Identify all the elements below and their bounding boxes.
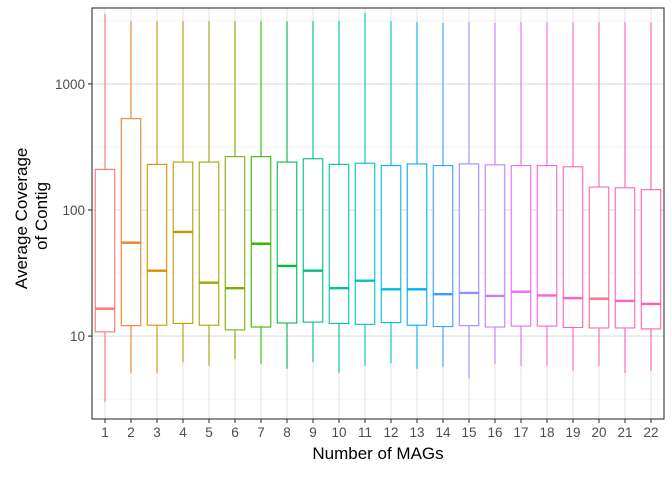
box-17 [510,21,532,366]
box-iqr [458,163,480,327]
box-10 [328,21,350,373]
y-tick-label: 100 [62,203,85,218]
box-20 [588,21,610,366]
box-iqr [380,165,402,324]
x-tick-label: 6 [231,425,239,440]
x-tick-label: 1 [101,425,109,440]
x-axis: 1 2 3 4 5 6 7 8 9 10 11 12 13 14 15 16 17 18 19 20 21 22 [101,419,659,440]
box-iqr [276,161,298,324]
x-axis-title: Number of MAGs [312,444,443,463]
box-iqr [588,186,610,329]
box-13 [406,21,428,369]
box-iqr [432,165,454,328]
x-tick-label: 7 [257,425,265,440]
x-tick-label: 16 [487,425,502,440]
box-iqr [302,158,324,323]
box-3 [146,21,168,373]
x-tick-label: 21 [617,425,632,440]
box-6 [224,21,246,359]
box-iqr [354,162,376,325]
y-axis-title-line-1: Average Coverage [12,148,31,289]
y-tick-label: 1000 [55,77,85,92]
box-18 [536,21,558,366]
box-12 [380,21,402,364]
box-11 [354,13,376,366]
x-tick-label: 8 [283,425,291,440]
panel-border [91,7,665,420]
x-tick-label: 5 [205,425,213,440]
x-tick-label: 17 [513,425,528,440]
box-iqr [146,163,168,326]
x-tick-label: 3 [153,425,161,440]
box-22 [640,21,662,371]
x-tick-label: 18 [539,425,554,440]
box-19 [562,21,584,371]
box-iqr [328,163,350,324]
box-16 [484,22,506,365]
box-iqr [120,118,142,327]
box-4 [172,21,194,363]
x-tick-label: 4 [179,425,187,440]
box-iqr [614,187,636,329]
y-axis-title: Average Coverage of Contig [12,143,51,289]
box-14 [432,22,454,367]
x-tick-label: 15 [461,425,476,440]
x-tick-label: 2 [127,425,135,440]
box-iqr [224,156,246,331]
y-axis: 10 100 1000 [55,77,92,344]
x-tick-label: 10 [331,425,346,440]
y-tick-label: 10 [70,329,85,344]
box-iqr [484,164,506,328]
box-iqr [172,161,194,324]
x-tick-label: 20 [591,425,606,440]
x-tick-label: 12 [383,425,398,440]
x-tick-label: 19 [565,425,580,440]
box-iqr [250,156,272,328]
box-iqr [198,161,220,326]
box-iqr [640,189,662,330]
x-tick-label: 13 [409,425,424,440]
y-axis-title-line-2: of Contig [32,182,51,250]
box-iqr [510,165,532,327]
box-9 [302,21,324,363]
x-tick-label: 11 [358,425,372,440]
box-iqr [536,165,558,327]
box-iqr [94,168,116,333]
box-15 [458,21,480,379]
box-21 [614,21,636,373]
box-8 [276,21,298,369]
box-iqr [562,166,584,329]
box-5 [198,21,220,366]
x-tick-label: 14 [435,425,451,440]
box-1 [94,13,116,403]
box-7 [250,21,272,365]
boxes-layer [94,13,662,403]
x-tick-label: 9 [309,425,317,440]
box-iqr [406,163,428,326]
x-tick-label: 22 [643,425,658,440]
box-2 [120,21,142,373]
